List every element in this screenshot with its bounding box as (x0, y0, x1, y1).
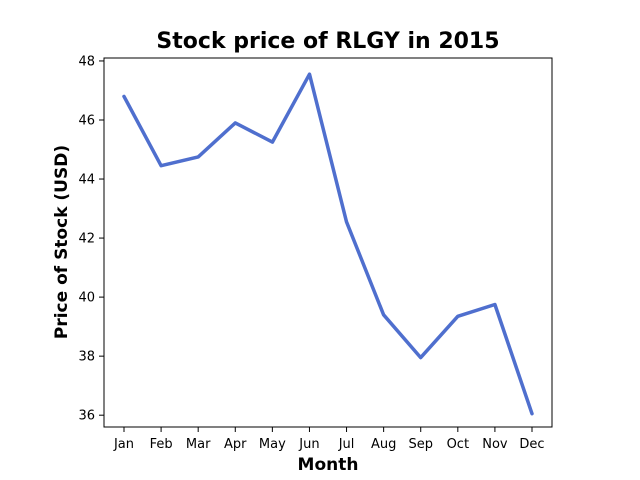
data-point (196, 155, 200, 159)
data-point (456, 315, 460, 318)
x-tick-label: Jun (298, 437, 319, 452)
data-point (493, 303, 497, 306)
series-line (122, 72, 534, 416)
x-tick-label: Jan (113, 437, 134, 452)
y-tick-label: 48 (78, 54, 95, 69)
data-point (159, 164, 163, 167)
data-point (271, 140, 274, 144)
x-tick-label: May (259, 437, 286, 452)
plot-frame (103, 57, 553, 428)
y-tick-label: 38 (78, 350, 95, 365)
x-tick-label: Apr (224, 437, 247, 452)
x-tick-label: Oct (447, 437, 469, 452)
y-tick-label: 40 (78, 291, 95, 306)
data-point (530, 412, 534, 415)
x-axis: Jan Feb Mar Apr May Jun Jul Aug Sep Oct Nov Dec (113, 427, 545, 452)
data-point (345, 220, 348, 224)
x-tick-label: Sep (408, 437, 433, 452)
chart-title: Stock price of RLGY in 2015 (156, 29, 499, 54)
data-point (308, 73, 311, 76)
y-axis-label: Price of Stock (USD) (52, 145, 72, 339)
y-axis: 36 38 40 42 44 46 48 (78, 54, 104, 424)
x-tick-label: Mar (186, 437, 211, 452)
y-tick-label: 36 (78, 409, 95, 424)
data-point (122, 95, 126, 98)
series-group (122, 72, 534, 416)
data-point (419, 356, 422, 359)
x-tick-label: Nov (482, 437, 508, 452)
data-point (234, 121, 237, 125)
x-tick-label: Aug (371, 437, 396, 452)
y-tick-label: 44 (78, 173, 95, 188)
x-tick-label: Dec (519, 437, 544, 452)
data-point (382, 313, 385, 317)
x-tick-label: Feb (150, 437, 173, 452)
y-tick-label: 46 (78, 113, 95, 128)
x-tick-label: Jul (338, 437, 355, 452)
y-tick-label: 42 (78, 232, 95, 247)
x-axis-label: Month (298, 455, 359, 475)
